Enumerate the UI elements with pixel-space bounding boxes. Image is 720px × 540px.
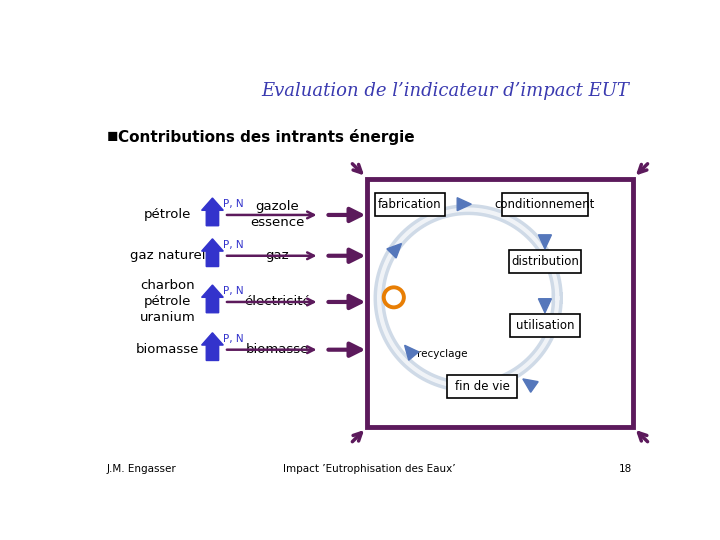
- Text: conditionnement: conditionnement: [495, 198, 595, 211]
- Text: gaz naturel: gaz naturel: [130, 249, 205, 262]
- Text: 18: 18: [619, 464, 632, 475]
- Text: charbon
pétrole
uranium: charbon pétrole uranium: [140, 280, 195, 325]
- Text: P, N: P, N: [223, 334, 244, 344]
- Text: P, N: P, N: [223, 240, 244, 250]
- Text: fin de vie: fin de vie: [455, 380, 510, 393]
- FancyBboxPatch shape: [508, 249, 581, 273]
- Text: Impact ’Eutrophisation des Eaux’: Impact ’Eutrophisation des Eaux’: [283, 464, 455, 475]
- Bar: [367, 179, 632, 427]
- FancyBboxPatch shape: [503, 193, 588, 215]
- Polygon shape: [387, 244, 402, 258]
- Text: fabrication: fabrication: [378, 198, 442, 211]
- Text: Contributions des intrants énergie: Contributions des intrants énergie: [118, 129, 415, 145]
- Text: électricité: électricité: [244, 295, 311, 308]
- Text: biomasse: biomasse: [246, 343, 309, 356]
- Text: distribution: distribution: [511, 255, 579, 268]
- Text: J.M. Engasser: J.M. Engasser: [107, 464, 177, 475]
- Polygon shape: [405, 345, 419, 360]
- Polygon shape: [539, 299, 552, 313]
- Polygon shape: [202, 285, 223, 313]
- Polygon shape: [457, 198, 472, 211]
- FancyBboxPatch shape: [510, 314, 580, 336]
- Text: biomasse: biomasse: [136, 343, 199, 356]
- Text: pétrole: pétrole: [144, 208, 192, 221]
- Polygon shape: [202, 239, 223, 267]
- Text: utilisation: utilisation: [516, 319, 574, 332]
- Text: P, N: P, N: [223, 199, 244, 209]
- Text: recyclage: recyclage: [417, 349, 467, 359]
- Text: gaz: gaz: [266, 249, 289, 262]
- Polygon shape: [523, 379, 538, 392]
- Text: Evaluation de l’indicateur d’impact EUT: Evaluation de l’indicateur d’impact EUT: [261, 82, 629, 100]
- Polygon shape: [539, 235, 552, 249]
- Polygon shape: [202, 333, 223, 361]
- Text: gazole
essence: gazole essence: [251, 200, 305, 230]
- FancyBboxPatch shape: [375, 193, 445, 215]
- FancyBboxPatch shape: [447, 375, 517, 398]
- Polygon shape: [202, 198, 223, 226]
- Text: ◼: ◼: [107, 129, 119, 143]
- Text: P, N: P, N: [223, 286, 244, 296]
